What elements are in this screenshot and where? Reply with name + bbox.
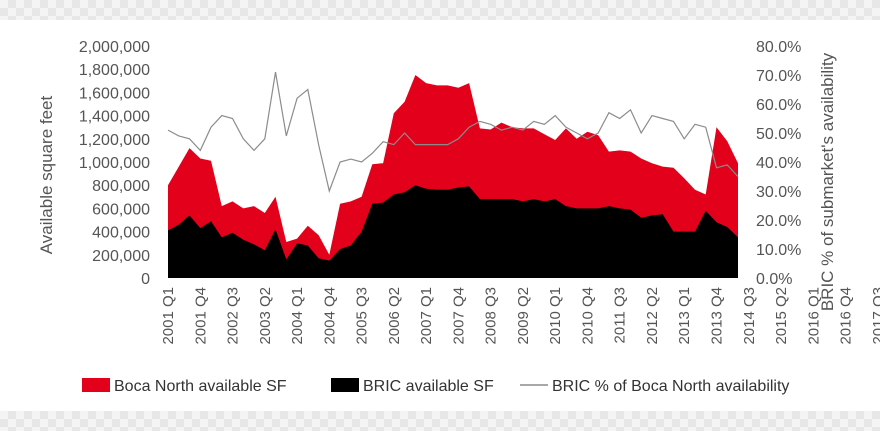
bric-available-sf-area	[168, 185, 738, 278]
bottom-chequer-band	[0, 411, 880, 431]
x-tick-label: 2007 Q1	[418, 287, 435, 345]
left-tick-label: 1,600,000	[79, 85, 150, 102]
legend: Boca North available SF BRIC available SF…	[82, 378, 789, 395]
x-tick-label: 2001 Q4	[192, 287, 209, 345]
x-tick-label: 2010 Q1	[547, 287, 564, 345]
x-tick-label: 2001 Q1	[160, 287, 177, 345]
plot-lines	[167, 71, 739, 194]
x-tick-label: 2008 Q3	[483, 287, 500, 345]
right-axis-title: BRIC % of submarket's availability	[818, 52, 837, 311]
left-tick-label: 1,200,000	[79, 132, 150, 149]
x-tick-label: 2005 Q3	[354, 287, 371, 345]
right-tick-label: 0.0%	[756, 271, 792, 288]
left-tick-label: 1,800,000	[79, 62, 150, 79]
left-tick-label: 400,000	[92, 225, 150, 242]
left-tick-label: 600,000	[92, 201, 150, 218]
x-tick-label: 2015 Q2	[773, 287, 790, 345]
x-tick-label: 2004 Q1	[289, 287, 306, 345]
left-axis-title: Available square feet	[37, 95, 56, 254]
x-tick-label: 2004 Q4	[321, 287, 338, 345]
x-axis-ticks: 2001 Q1 2001 Q4 2002 Q3 2003 Q2 2004 Q1 2004 …	[160, 287, 880, 345]
left-tick-label: 0	[141, 271, 150, 288]
x-tick-label: 2009 Q2	[515, 287, 532, 345]
plot-areas	[168, 75, 738, 278]
legend-label: Boca North available SF	[114, 378, 287, 395]
right-tick-label: 20.0%	[756, 213, 801, 230]
right-tick-label: 40.0%	[756, 155, 801, 172]
x-tick-label: 2003 Q2	[257, 287, 274, 345]
right-tick-label: 80.0%	[756, 39, 801, 56]
left-tick-label: 1,000,000	[79, 155, 150, 172]
x-tick-label: 2016 Q4	[838, 287, 855, 345]
bric-of-boca-north-availability-line	[167, 71, 739, 194]
x-tick-label: 2007 Q4	[450, 287, 467, 345]
right-axis-ticks: 0.0% 10.0% 20.0% 30.0% 40.0% 50.0% 60.0% 70.0% 8…	[756, 39, 801, 288]
x-tick-label: 2002 Q3	[225, 287, 242, 345]
x-tick-label: 2011 Q3	[612, 287, 629, 343]
x-tick-label: 2012 Q2	[644, 287, 661, 345]
right-tick-label: 50.0%	[756, 126, 801, 143]
left-tick-label: 200,000	[92, 248, 150, 265]
x-tick-label: 2017 Q3	[870, 287, 880, 345]
left-tick-label: 1,400,000	[79, 109, 150, 126]
bric-available-sf-swatch	[331, 378, 359, 392]
left-tick-label: 800,000	[92, 178, 150, 195]
x-tick-label: 2016 Q1	[805, 287, 822, 345]
legend-label: BRIC % of Boca North availability	[552, 378, 789, 395]
left-tick-label: 2,000,000	[79, 39, 150, 56]
x-tick-label: 2014 Q3	[741, 287, 758, 345]
right-tick-label: 60.0%	[756, 97, 801, 114]
right-tick-label: 70.0%	[756, 68, 801, 85]
boca-north-available-sf-swatch	[82, 378, 110, 392]
x-tick-label: 2013 Q1	[676, 287, 693, 345]
x-tick-label: 2010 Q4	[579, 287, 596, 345]
left-axis-ticks: 0 200,000 400,000 600,000 800,000 1,000,000 1,…	[79, 39, 150, 288]
legend-label: BRIC available SF	[363, 378, 494, 395]
x-tick-label: 2006 Q2	[386, 287, 403, 345]
right-tick-label: 10.0%	[756, 242, 801, 259]
x-tick-label: 2013 Q4	[709, 287, 726, 345]
right-tick-label: 30.0%	[756, 184, 801, 201]
top-chequer-band	[0, 0, 880, 20]
